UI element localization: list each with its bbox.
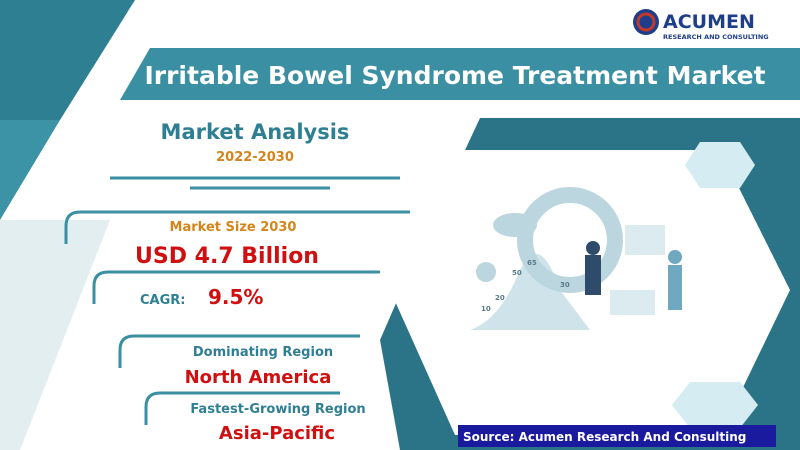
fastest-region-value: Asia-Pacific bbox=[219, 423, 335, 444]
logo-ring bbox=[636, 12, 656, 32]
illustration: 65 50 30 20 10 bbox=[470, 187, 682, 330]
deco-hexagon bbox=[685, 142, 755, 188]
title-banner bbox=[120, 48, 800, 100]
source: Source: Acumen Research And Consulting bbox=[463, 430, 746, 444]
cagr-value: 9.5% bbox=[208, 285, 263, 309]
logo-name: ACUMEN bbox=[663, 11, 755, 33]
deco-hexagon bbox=[672, 382, 758, 428]
analysis-heading: Market Analysis bbox=[161, 120, 350, 144]
dominating-region-label: Dominating Region bbox=[193, 345, 333, 360]
illustration-label: 20 bbox=[495, 294, 505, 302]
bracket-lines bbox=[64, 210, 410, 425]
illustration-label: 50 bbox=[512, 269, 522, 277]
fastest-region-label: Fastest-Growing Region bbox=[190, 402, 365, 417]
dominating-region-value: North America bbox=[185, 367, 332, 388]
illustration-label: 65 bbox=[527, 259, 537, 267]
corner-shape bbox=[0, 0, 135, 120]
illustration-label: 30 bbox=[560, 281, 570, 289]
logo-tagline: RESEARCH AND CONSULTING bbox=[663, 33, 769, 41]
corner-shape bbox=[0, 120, 60, 220]
market-size-value: USD 4.7 Billion bbox=[135, 244, 319, 269]
cagr-label: CAGR: bbox=[140, 293, 185, 308]
market-size-label: Market Size 2030 bbox=[170, 220, 297, 235]
analysis-period: 2022-2030 bbox=[216, 150, 294, 165]
side-shape bbox=[0, 220, 110, 450]
illustration-label: 10 bbox=[481, 305, 491, 313]
title: Irritable Bowel Syndrome Treatment Marke… bbox=[144, 61, 765, 90]
source-box bbox=[458, 425, 776, 447]
